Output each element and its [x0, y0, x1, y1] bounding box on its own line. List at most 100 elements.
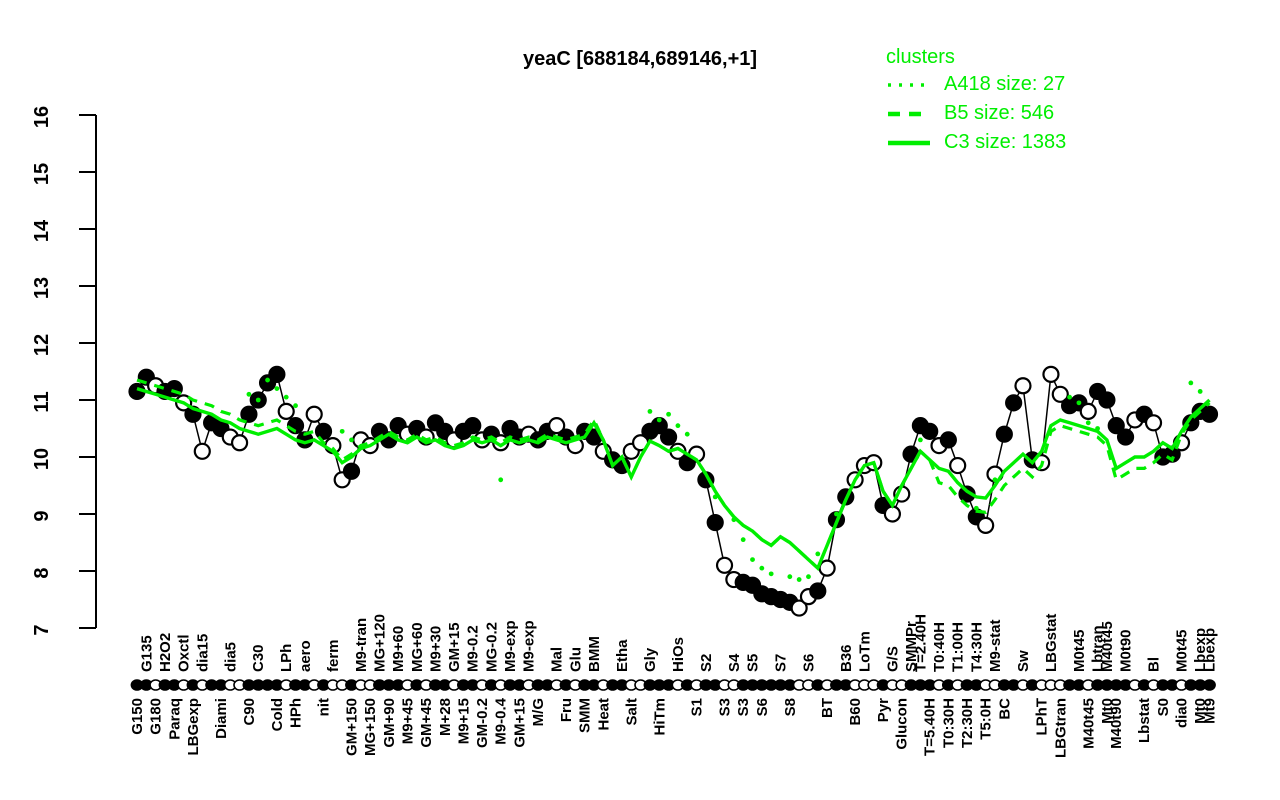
x-label: Lbtran — [1090, 625, 1107, 672]
y-axis: 7 8 9 10 11 12 13 14 15 16 — [31, 106, 97, 636]
data-point-filled — [240, 405, 258, 423]
x-label: M9+60 — [390, 626, 407, 672]
x-label: S5 — [745, 654, 762, 672]
data-point-open — [1014, 377, 1032, 395]
black-series-line — [136, 371, 1210, 610]
x-label: S2 — [698, 654, 715, 672]
x-label: GM-0.2 — [474, 698, 491, 748]
x-label: S6 — [754, 698, 771, 716]
x-label: Mal — [549, 647, 566, 672]
data-point-filled — [464, 417, 482, 435]
cluster-a418-dot — [815, 551, 821, 557]
data-point-filled — [921, 422, 939, 440]
y-tick-label: 12 — [31, 334, 53, 356]
data-point-filled — [1098, 391, 1116, 409]
cluster-a418-dot — [349, 437, 354, 443]
x-label: M9-0.2 — [465, 625, 482, 672]
cluster-b5-dashed-line — [136, 378, 1211, 571]
cluster-a418-dot — [265, 377, 270, 383]
x-label: BMM — [586, 636, 603, 672]
x-label: MG-0.2 — [483, 622, 500, 672]
cluster-a418-dot — [759, 565, 765, 571]
x-label: LPhT — [1034, 698, 1051, 736]
x-label: Glucon — [894, 698, 911, 750]
cluster-a418-dot — [498, 477, 504, 483]
legend: clusters A418 size: 27 B5 size: 546 C3 s… — [886, 44, 1066, 157]
x-label: HPh — [288, 698, 305, 728]
x-label: dia0 — [1174, 698, 1191, 728]
cluster-a418-dot — [274, 386, 280, 391]
cluster-a418-dot — [647, 409, 653, 414]
data-point-filled — [342, 462, 361, 480]
cluster-a418-dot — [917, 437, 923, 443]
x-label: T1:00H — [950, 622, 967, 672]
data-point-open — [1079, 402, 1097, 420]
cluster-a418-dot — [1188, 380, 1194, 386]
legend-entry-label: B5 size: 546 — [944, 102, 1055, 124]
y-tick-label: 13 — [31, 277, 53, 299]
data-point-filled — [995, 425, 1013, 443]
x-label: C30 — [250, 644, 267, 672]
data-point-open — [193, 442, 211, 460]
x-label: Glu — [567, 647, 584, 672]
data-point-filled — [314, 422, 333, 440]
data-point-filled — [706, 513, 724, 532]
chart-title: yeaC [688184,689146,+1] — [522, 48, 758, 70]
data-point-open — [949, 456, 967, 475]
cluster-a418-dot — [1197, 389, 1203, 394]
data-point-open — [1051, 385, 1069, 403]
data-point-open — [715, 556, 734, 574]
y-tick-label: 9 — [31, 510, 53, 521]
x-label: S1 — [689, 698, 706, 716]
x-label: SMMPr — [903, 621, 920, 672]
x-label: Oxctl — [176, 634, 193, 672]
x-label: LBGtran — [1052, 698, 1069, 758]
x-label: S0 — [1155, 698, 1172, 716]
x-label: S3 — [735, 698, 752, 716]
data-point-filled — [939, 431, 957, 449]
dotted-line-icon — [888, 82, 930, 87]
data-point-open — [548, 417, 566, 435]
data-point-open — [1042, 365, 1060, 383]
data-point-filled — [809, 582, 827, 600]
y-tick-label: 15 — [31, 163, 53, 185]
x-label: M9+45 — [399, 698, 416, 744]
x-label: B60 — [847, 698, 864, 726]
x-label: T0:30H — [940, 698, 957, 748]
cluster-a418-dot — [796, 577, 802, 582]
cluster-a418-dot — [684, 431, 690, 437]
x-label: M9+15 — [455, 698, 472, 744]
legend-entry-label: C3 size: 1383 — [944, 131, 1067, 153]
x-label: S6 — [800, 654, 817, 672]
x-label: T5:0H — [978, 698, 995, 740]
x-label: M/G — [530, 698, 547, 726]
x-label: LPh — [278, 644, 295, 672]
cluster-a418-dot — [731, 517, 737, 523]
data-point-open — [305, 405, 323, 423]
x-label: Bl — [1146, 657, 1163, 672]
legend-title: clusters — [886, 46, 955, 68]
x-label: LBGstat — [1043, 614, 1060, 672]
x-label: B36 — [838, 644, 855, 672]
x-label: HiOs — [670, 637, 687, 672]
x-label: S4 — [726, 653, 743, 672]
x-label: HiTm — [651, 698, 668, 736]
cluster-a418-dot — [1095, 426, 1100, 431]
x-label: BT — [819, 698, 836, 718]
x-label: M40t45 — [1099, 621, 1116, 672]
data-point-filled — [659, 428, 678, 446]
x-label: T4:30H — [968, 622, 985, 672]
data-point-open — [1144, 414, 1163, 432]
x-label: GM+150 — [343, 698, 360, 756]
cluster-a418-dot — [666, 411, 671, 417]
x-label: Gly — [642, 647, 659, 672]
x-label: M9+30 — [427, 626, 444, 672]
cluster-a418-dot — [712, 494, 718, 500]
data-point-open — [883, 505, 902, 523]
x-label: nit — [316, 698, 333, 716]
x-label: M40t90 — [1108, 698, 1125, 749]
x-labels-bottom: G150 G180 Paraq LBGexp Diami C90 Cold HPh nit GM+… — [129, 697, 1218, 758]
x-label: G135 — [138, 635, 155, 672]
y-tick-label: 8 — [31, 567, 53, 578]
